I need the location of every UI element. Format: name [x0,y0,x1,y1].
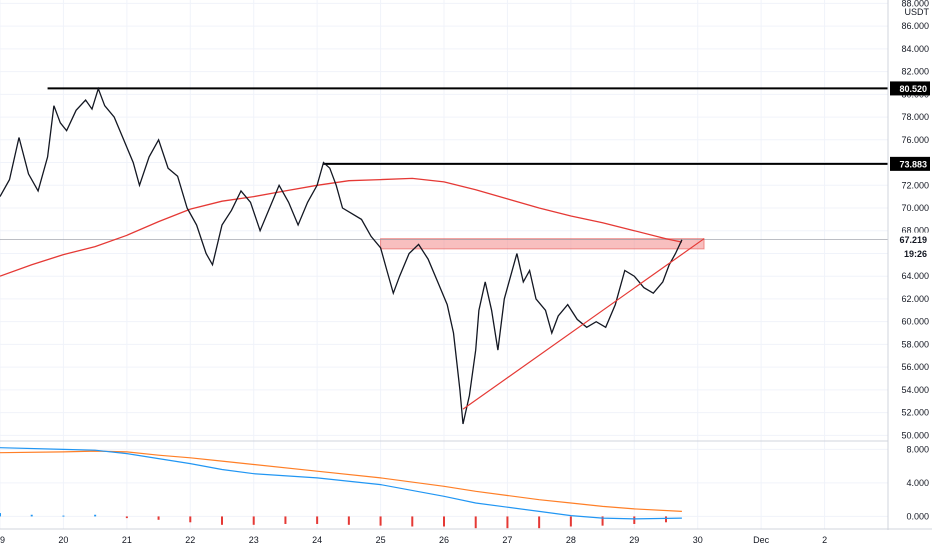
histogram-bar [0,513,1,517]
histogram-bar [284,516,287,524]
oscillator-tick-label: 8.000 [906,444,929,454]
histogram-bar [569,516,572,527]
histogram-bar [443,516,445,527]
time-tick-label: 24 [312,535,322,545]
histogram-bar [252,516,255,525]
price-tick-label: 50.000 [901,430,929,440]
histogram-bar [538,516,541,529]
histogram-bar [157,516,160,520]
time-tick-label: 28 [566,535,576,545]
price-tick-label: 78.000 [901,112,929,122]
time-tick-label: 2 [822,535,827,545]
countdown-badge-text: 19:26 [904,249,927,259]
time-axis[interactable]: 19 20 21 22 23 24 25 26 27 28 29 30 Dec 2 [0,535,827,545]
resistance-badge-box [890,156,930,171]
price-series-line [0,86,683,425]
price-tick-label: 56.000 [901,362,929,372]
trendline[interactable] [462,238,705,410]
time-tick-label: 27 [502,535,512,545]
price-tick-label: 70.000 [901,203,929,213]
histogram-bar [347,516,350,525]
price-tick-label: 72.000 [901,180,929,190]
price-tick-label: 84.000 [901,44,929,54]
oscillator-tick-label: 4.000 [906,478,929,488]
price-tick-label: 62.000 [901,294,929,304]
resistance-badge-text: 80.520 [899,84,927,94]
countdown-badge-box [890,246,930,261]
price-tick-label: 68.000 [901,226,929,236]
time-tick-label: 25 [376,535,386,545]
histogram-bar [94,514,97,517]
resistance-lines [47,87,888,165]
histogram-bar [62,515,65,517]
price-tick-label: 88.000 [901,0,929,8]
time-tick-label: 23 [249,535,259,545]
price-tick-label: 76.000 [901,135,929,145]
histogram-bar [506,516,509,529]
price-tick-label: 82.000 [901,67,929,77]
histogram-bar [189,516,192,523]
price-tick-label: 86.000 [901,21,929,31]
histogram-bar [30,514,33,517]
histogram-bar [665,516,667,523]
time-tick-label: 26 [439,535,449,545]
histogram-bar [633,516,636,524]
price-badges: 80.520 73.883 67.219 19:26 [890,81,930,261]
currency-label: USDT [905,7,930,17]
price-tick-label: 52.000 [901,408,929,418]
histogram-bar [601,516,604,526]
resistance-badge-box [890,81,930,96]
current-price-badge-box [890,232,930,247]
time-tick-label: 30 [693,535,703,545]
time-tick-label: 21 [122,535,132,545]
price-tick-label: 60.000 [901,317,929,327]
histogram-bar [125,516,128,519]
oscillator-fast-line [0,447,682,520]
time-tick-label: 20 [58,535,68,545]
oscillator-slow-line [0,450,682,512]
price-tick-label: 54.000 [901,385,929,395]
moving-average-line [0,177,683,277]
time-tick-label: 29 [629,535,639,545]
histogram-bar [221,516,223,525]
price-tick-label: 64.000 [901,271,929,281]
price-tick-label: 58.000 [901,339,929,349]
resistance-zone [380,238,705,250]
resistance-badge-text: 73.883 [899,159,927,169]
time-tick-label: 22 [185,535,195,545]
time-tick-label: Dec [753,535,770,545]
histogram-bar [316,516,319,524]
current-price-badge-text: 67.219 [899,235,927,245]
oscillator-histogram [0,513,667,529]
oscillator-tick-label: 0.000 [906,511,929,521]
histogram-bar [411,516,414,527]
time-tick-label: 19 [0,535,5,545]
histogram-bar [379,516,382,526]
oscillator-axis[interactable]: 8.000 4.000 0.000 [906,444,929,521]
histogram-bar [474,516,477,529]
